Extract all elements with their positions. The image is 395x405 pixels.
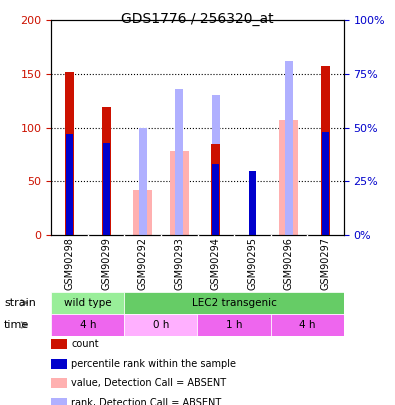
Text: GSM90296: GSM90296: [284, 237, 294, 290]
Bar: [102, 107, 111, 235]
Text: 4 h: 4 h: [80, 320, 96, 330]
Text: value, Detection Call = ABSENT: value, Detection Call = ABSENT: [71, 378, 226, 388]
Bar: [321, 66, 330, 235]
Text: LEC2 transgenic: LEC2 transgenic: [192, 298, 276, 308]
Bar: [175, 89, 183, 235]
Text: GSM90294: GSM90294: [211, 237, 221, 290]
Text: GDS1776 / 256320_at: GDS1776 / 256320_at: [121, 12, 274, 26]
Text: percentile rank within the sample: percentile rank within the sample: [71, 359, 236, 369]
Bar: [169, 151, 189, 235]
Text: GSM90293: GSM90293: [174, 237, 184, 290]
Text: strain: strain: [4, 298, 36, 308]
Text: 0 h: 0 h: [153, 320, 169, 330]
Text: wild type: wild type: [64, 298, 112, 308]
Text: GSM90297: GSM90297: [320, 237, 330, 290]
Bar: [249, 171, 256, 235]
Text: 4 h: 4 h: [299, 320, 315, 330]
Text: GSM90298: GSM90298: [65, 237, 75, 290]
Bar: [66, 134, 73, 235]
FancyBboxPatch shape: [271, 314, 344, 336]
Text: time: time: [4, 320, 29, 330]
Text: 1 h: 1 h: [226, 320, 242, 330]
FancyBboxPatch shape: [51, 292, 124, 314]
Text: GSM90299: GSM90299: [101, 237, 111, 290]
Bar: [139, 128, 147, 235]
FancyBboxPatch shape: [198, 314, 271, 336]
Bar: [279, 120, 299, 235]
FancyBboxPatch shape: [51, 314, 124, 336]
Text: GSM90295: GSM90295: [247, 237, 257, 290]
Bar: [103, 143, 110, 235]
FancyBboxPatch shape: [124, 292, 344, 314]
Text: rank, Detection Call = ABSENT: rank, Detection Call = ABSENT: [71, 398, 221, 405]
Bar: [133, 190, 152, 235]
Bar: [285, 61, 293, 235]
Bar: [65, 72, 74, 235]
Text: GSM90292: GSM90292: [138, 237, 148, 290]
Bar: [322, 132, 329, 235]
Bar: [211, 144, 220, 235]
Bar: [212, 96, 220, 235]
Text: count: count: [71, 339, 99, 349]
FancyBboxPatch shape: [124, 314, 198, 336]
Bar: [212, 164, 219, 235]
